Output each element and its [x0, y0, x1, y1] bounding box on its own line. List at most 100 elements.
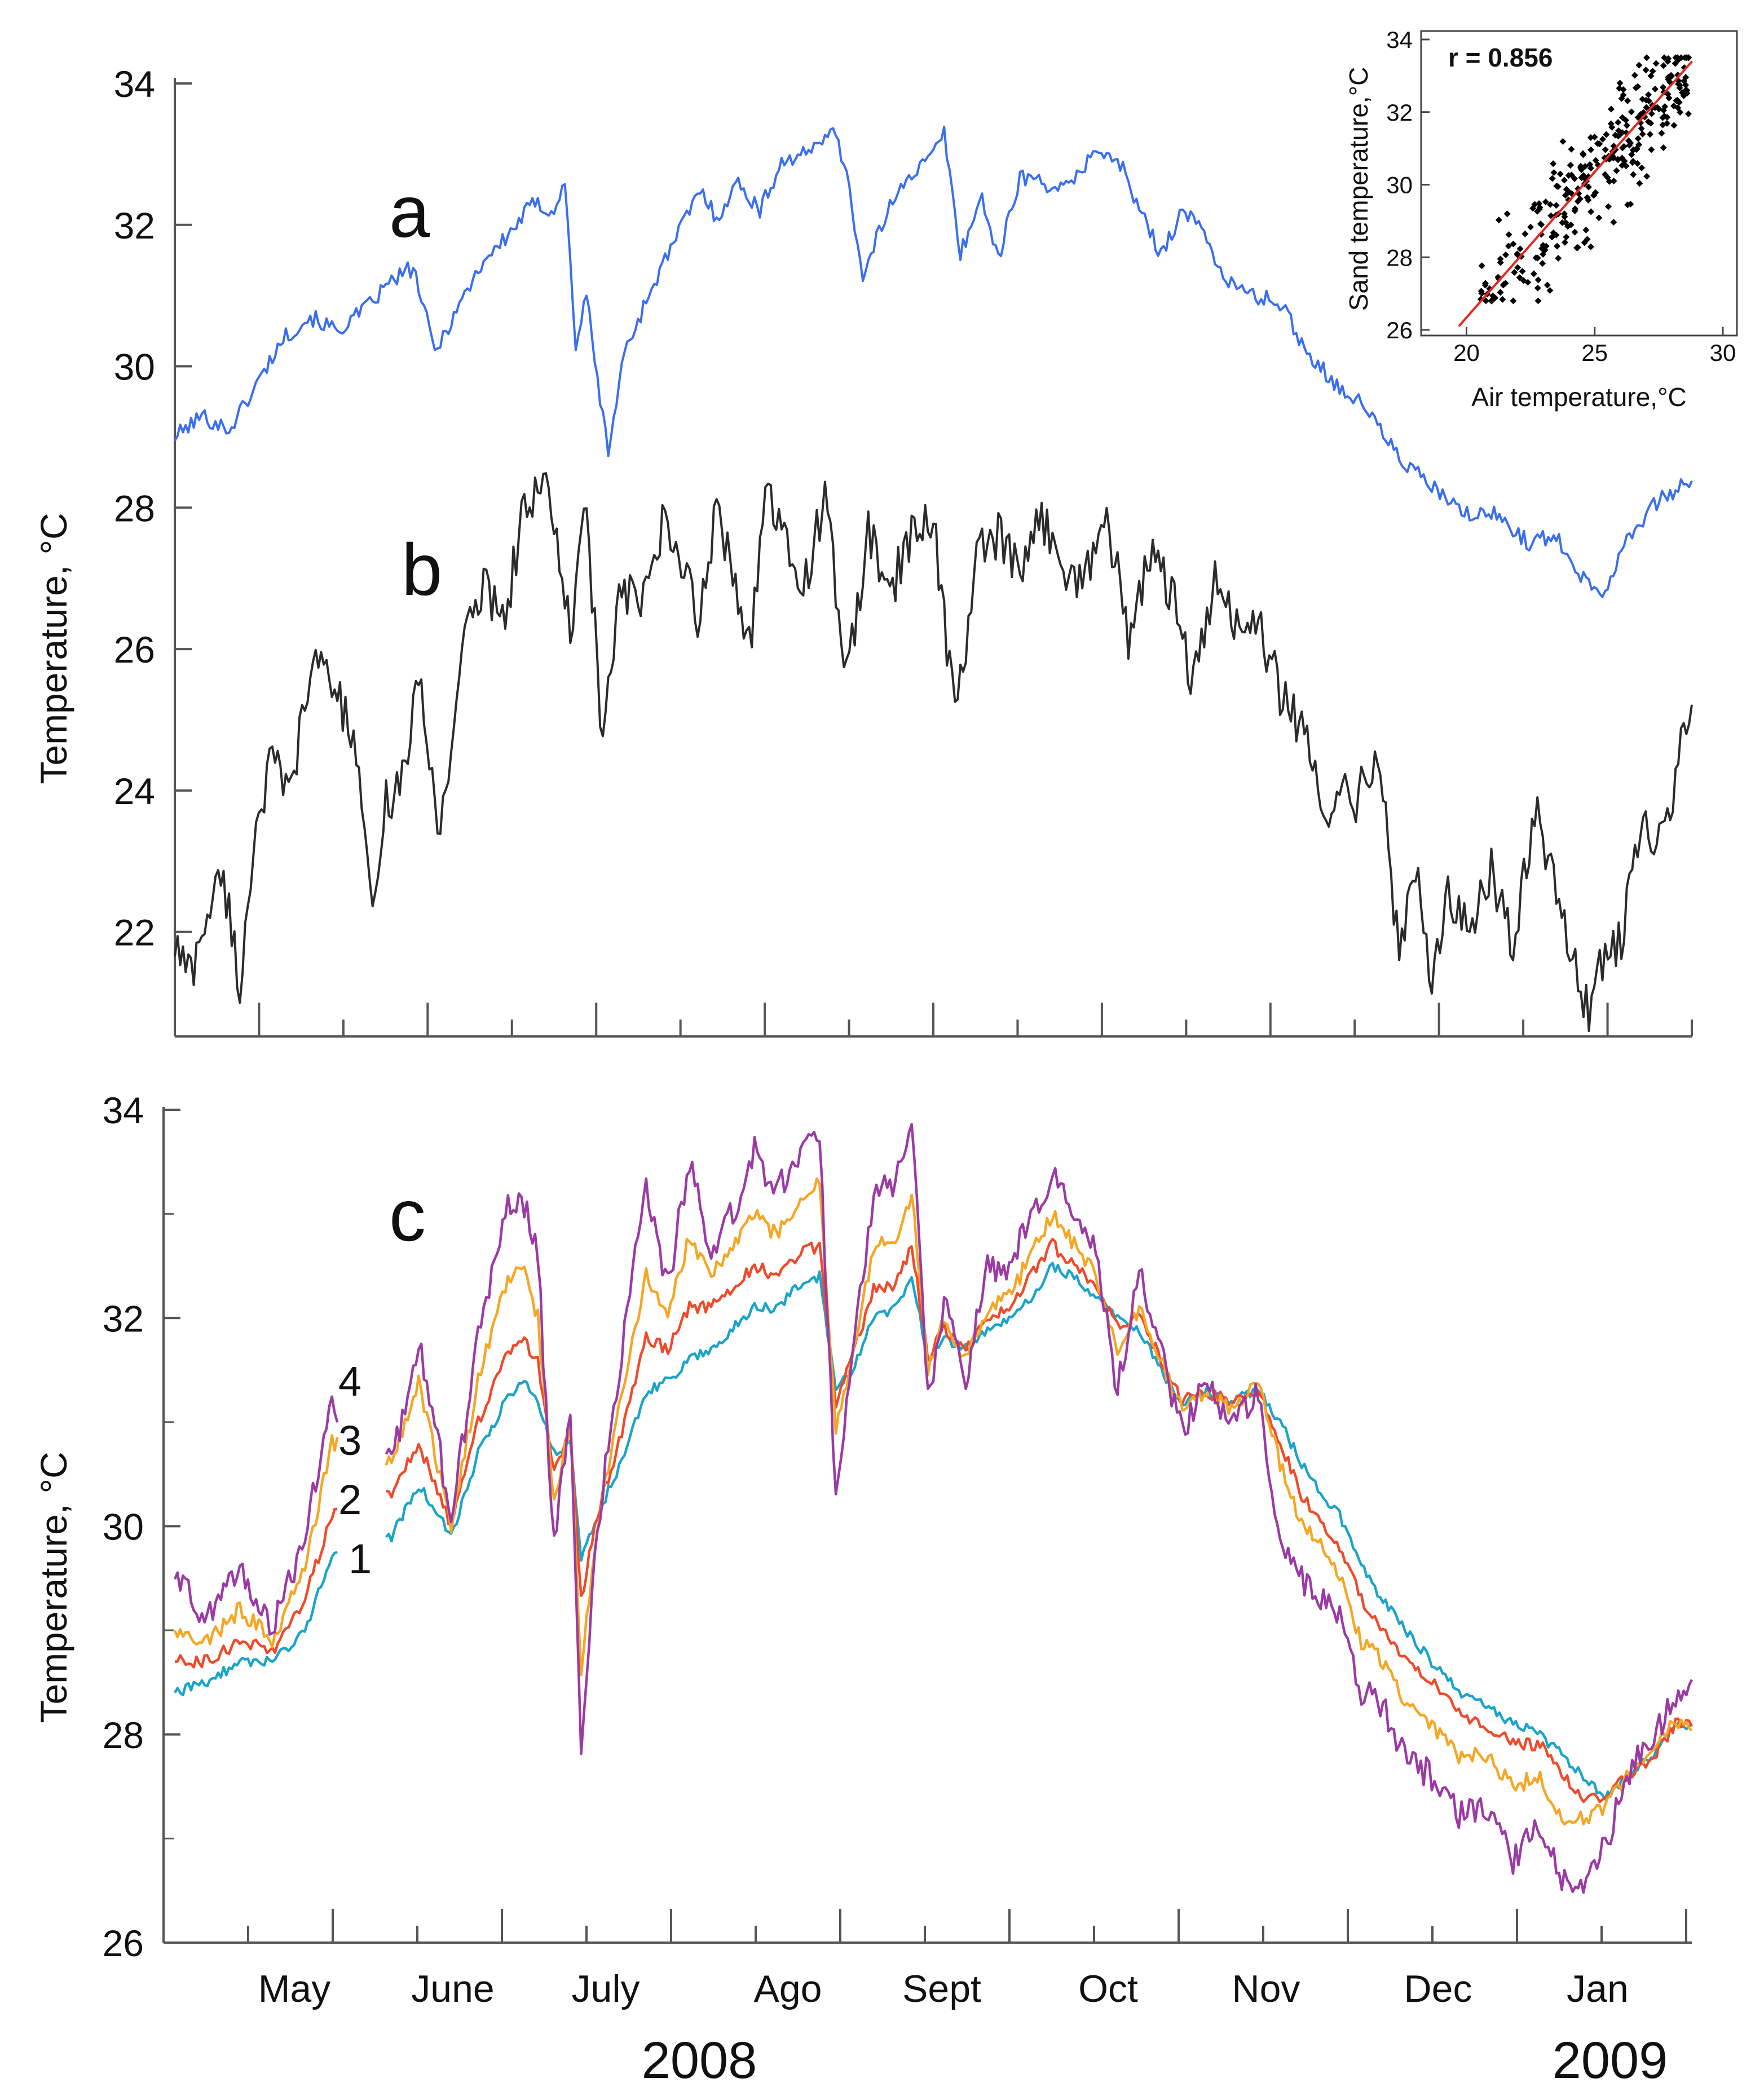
inset-point — [1531, 201, 1538, 208]
inset-point — [1664, 90, 1672, 98]
inset-r-label: r = 0.856 — [1448, 43, 1553, 72]
inset-point — [1481, 281, 1489, 289]
inset-point — [1563, 186, 1570, 193]
series-b-line — [174, 472, 1693, 1032]
inset-point — [1608, 105, 1615, 113]
inset-point — [1587, 243, 1594, 250]
inset-point — [1478, 290, 1485, 297]
inset-point — [1647, 120, 1655, 127]
inset-point — [1546, 287, 1554, 294]
inset-point — [1553, 202, 1560, 209]
inset-point — [1564, 223, 1572, 230]
inset-point — [1549, 175, 1556, 182]
inset-point — [1584, 236, 1591, 243]
inset-point — [1497, 259, 1504, 266]
inset-point — [1550, 229, 1557, 236]
month-label-oct: Oct — [1078, 1967, 1138, 2010]
top-axes: 22 24 26 28 30 32 34 — [114, 63, 1693, 1038]
inset-point — [1546, 201, 1554, 208]
inset-point — [1639, 130, 1646, 138]
inset-point — [1587, 134, 1594, 141]
inset-points — [1477, 54, 1692, 305]
inset-point — [1478, 262, 1485, 270]
inset-point — [1663, 120, 1670, 127]
bottom-panel: 26 28 30 32 34 c 4 3 2 1 Temperature, °C May… — [33, 1089, 1694, 2089]
inset-point — [1638, 164, 1646, 171]
inset-point — [1623, 122, 1630, 129]
inset-point — [1533, 208, 1541, 215]
series-1-line — [385, 1261, 1693, 1801]
inset-point — [1547, 212, 1555, 219]
inset-point — [1602, 171, 1609, 178]
inset-point — [1567, 162, 1574, 169]
bottom-y-tick-label: 30 — [103, 1506, 144, 1548]
inset-point — [1660, 83, 1667, 91]
inset-point — [1587, 146, 1595, 153]
inset-point — [1630, 171, 1637, 178]
inset-point — [1647, 72, 1655, 80]
inset-point — [1550, 169, 1558, 176]
inset-point — [1530, 270, 1537, 277]
inset-point — [1510, 297, 1517, 305]
series-4-line — [385, 1123, 1694, 1894]
inset-point — [1645, 91, 1652, 98]
inset-point — [1620, 86, 1627, 93]
inset-point — [1609, 155, 1617, 162]
inset-point — [1616, 131, 1624, 138]
inset-point — [1629, 159, 1636, 166]
inset-panel: 20 25 30 26 28 30 32 34 r = 0.856 Air temperatu… — [1344, 27, 1738, 412]
inset-point — [1658, 130, 1665, 137]
inset-point — [1571, 228, 1578, 236]
inset-point — [1532, 254, 1540, 262]
top-y-tick-label: 34 — [114, 63, 155, 105]
curve-3-label: 3 — [338, 1417, 361, 1464]
inset-point — [1675, 56, 1682, 64]
inset-point — [1664, 58, 1672, 65]
inset-x-tick-label: 30 — [1710, 339, 1736, 366]
inset-point — [1595, 214, 1603, 222]
inset-point — [1534, 297, 1542, 305]
inset-point — [1635, 61, 1643, 69]
top-y-tick-label: 32 — [114, 205, 155, 246]
inset-point — [1660, 62, 1667, 69]
inset-point — [1674, 104, 1682, 112]
inset-point — [1544, 281, 1551, 289]
bottom-y-tick-label: 28 — [103, 1714, 144, 1756]
inset-point — [1599, 135, 1606, 143]
month-label-july: July — [572, 1967, 640, 2010]
inset-point — [1610, 218, 1617, 226]
inset-x-tick-label: 25 — [1581, 339, 1608, 366]
series-a-line — [174, 125, 1693, 598]
inset-point — [1580, 151, 1587, 158]
inset-point — [1620, 143, 1628, 150]
top-panel: 22 24 26 28 30 32 34 a b Temperature, °C — [33, 63, 1693, 1038]
inset-point — [1550, 160, 1557, 167]
month-label-jan: Jan — [1567, 1967, 1629, 2010]
inset-point — [1602, 146, 1609, 153]
inset-point — [1571, 207, 1578, 214]
inset-point — [1638, 125, 1645, 132]
inset-point — [1563, 233, 1570, 241]
inset-point — [1559, 138, 1567, 145]
inset-point — [1514, 264, 1522, 271]
curve-2-label: 2 — [338, 1476, 361, 1523]
inset-point — [1619, 114, 1626, 121]
inset-point — [1665, 76, 1672, 83]
inset-point — [1682, 87, 1689, 94]
inset-y-tick-label: 26 — [1386, 317, 1413, 343]
inset-point — [1652, 60, 1660, 67]
inset-point — [1495, 217, 1502, 224]
year-2009-label: 2009 — [1553, 2032, 1668, 2089]
inset-point — [1503, 210, 1511, 218]
inset-point — [1681, 77, 1688, 85]
top-series — [174, 125, 1693, 1032]
year-2008-label: 2008 — [642, 2032, 757, 2089]
inset-point — [1555, 254, 1562, 262]
inset-x-tick-label: 20 — [1453, 339, 1480, 366]
inset-point — [1524, 279, 1532, 286]
inset-point — [1646, 131, 1653, 138]
inset-point — [1596, 140, 1603, 148]
inset-point — [1622, 162, 1630, 170]
inset-point — [1582, 226, 1590, 233]
inset-point — [1505, 242, 1512, 250]
